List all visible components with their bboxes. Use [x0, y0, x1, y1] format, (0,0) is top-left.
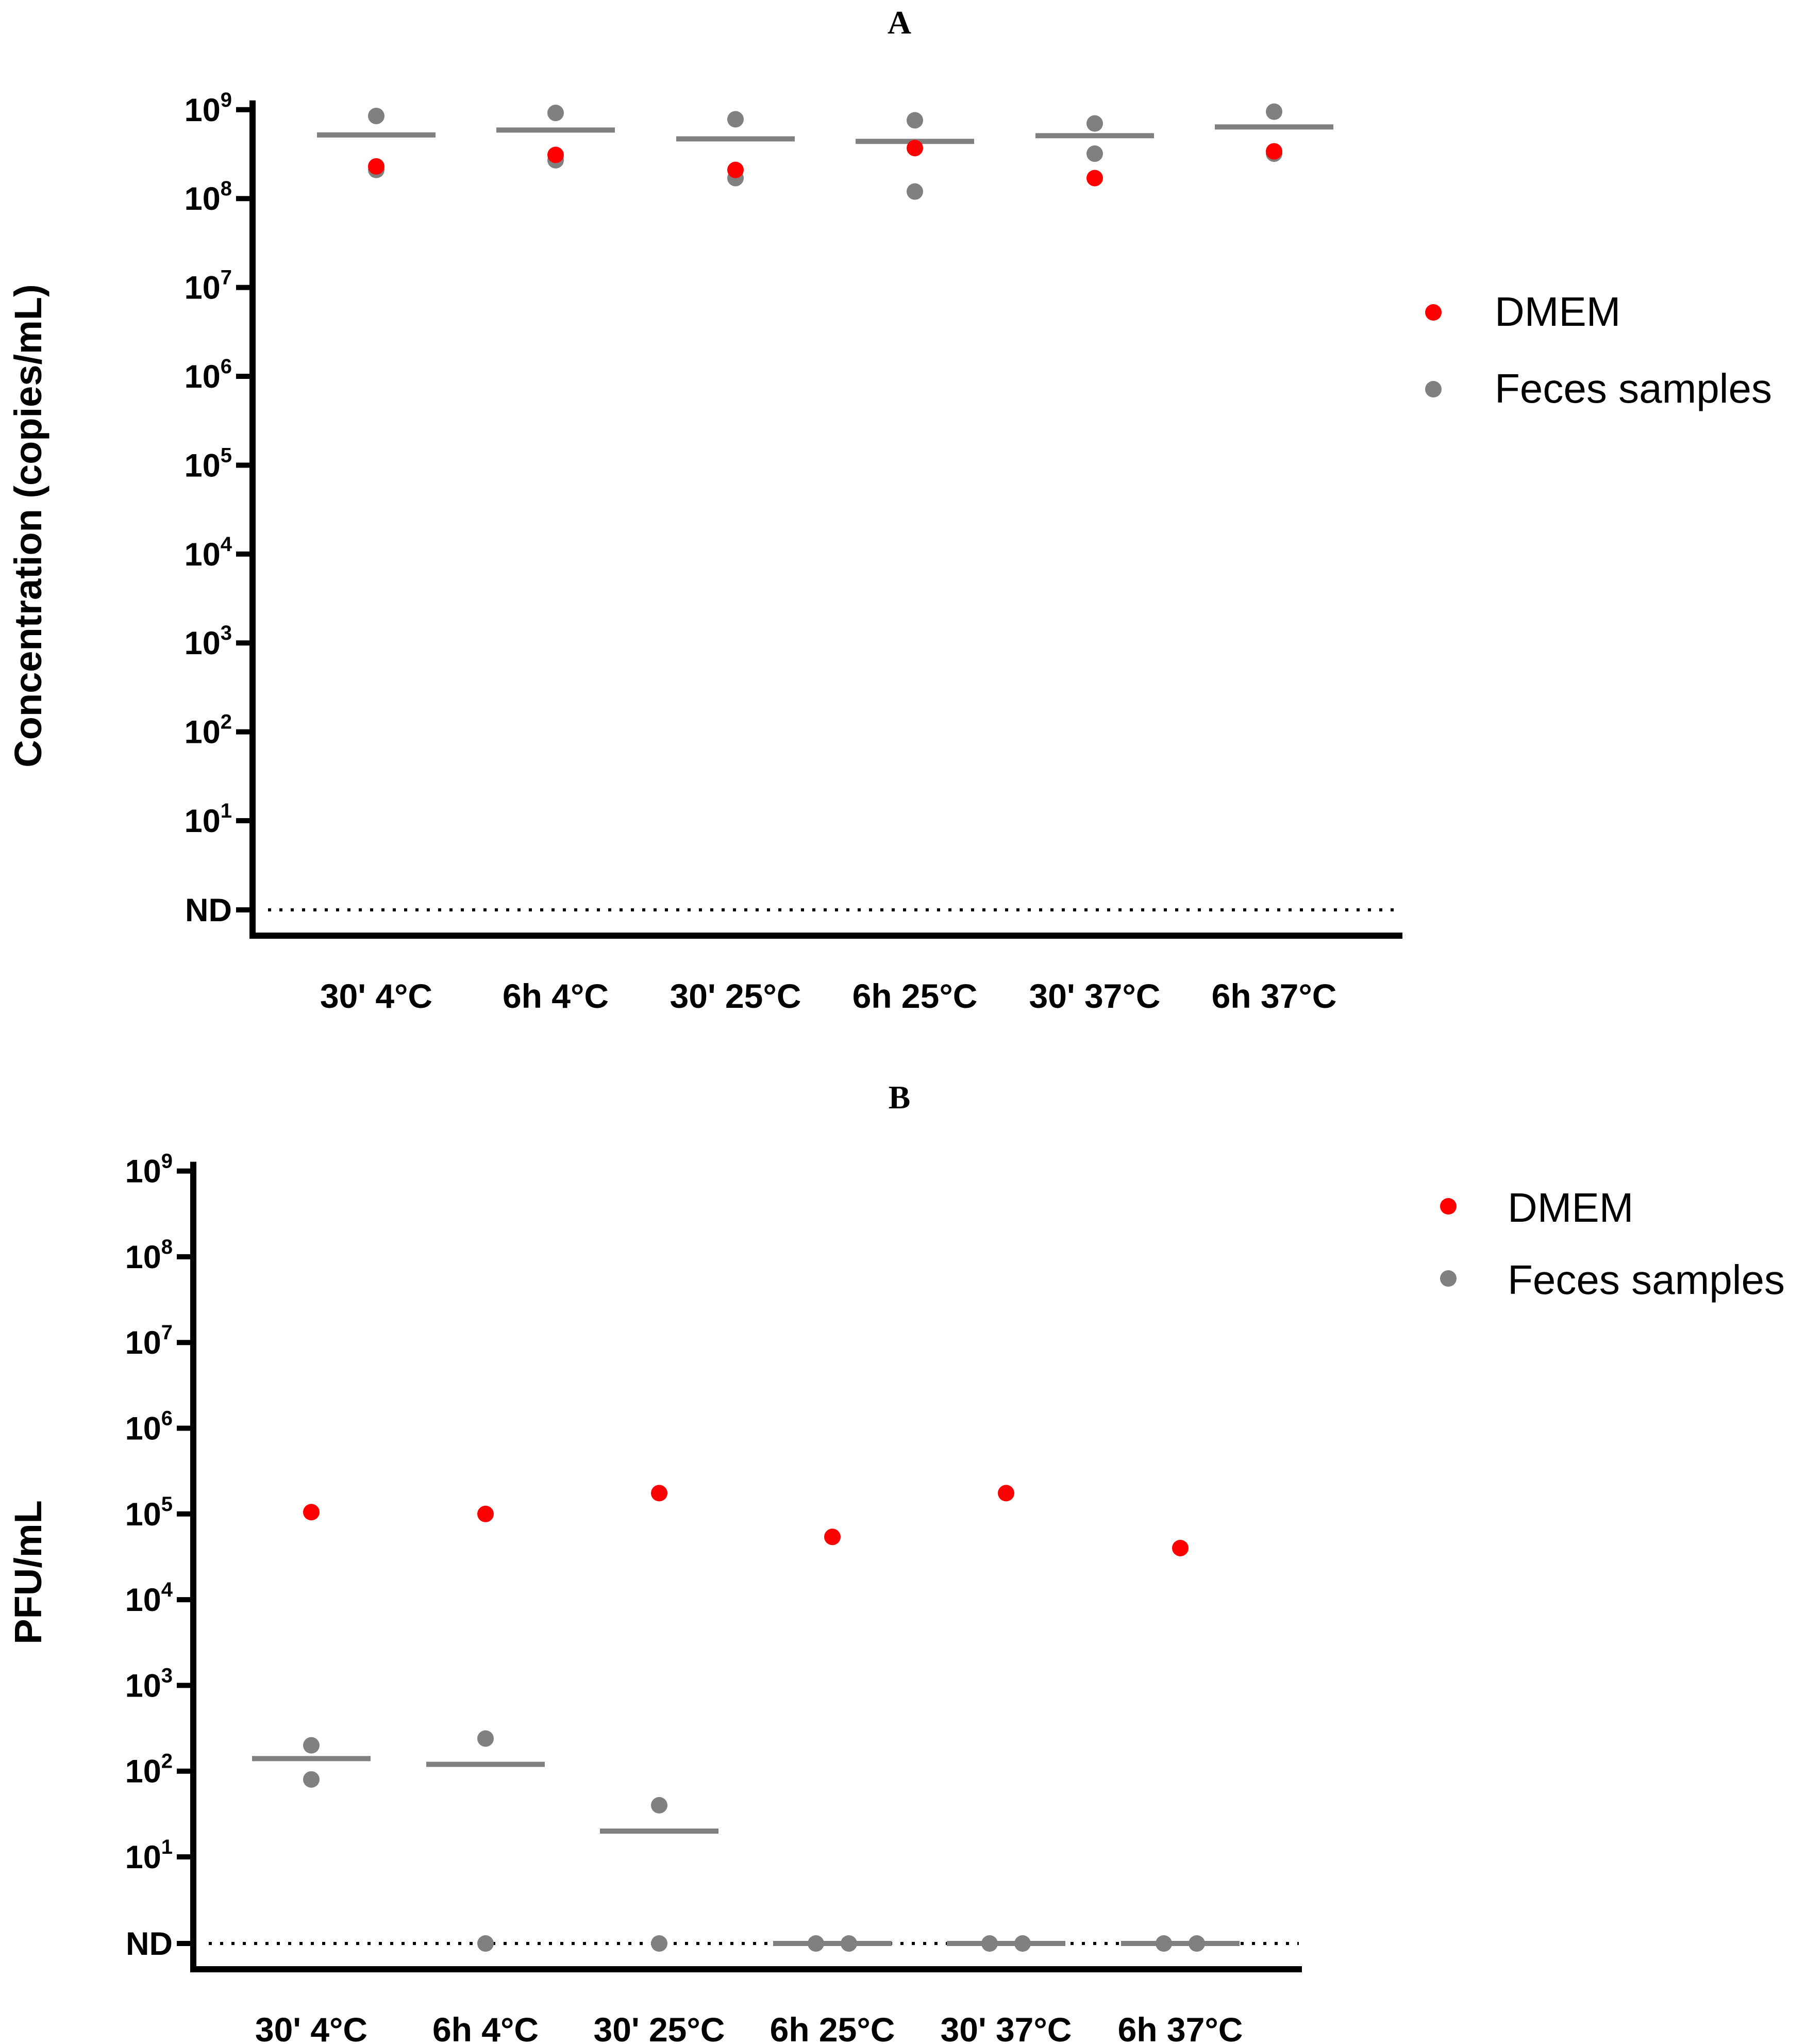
panel-b-y-tick-label: 102	[125, 1750, 173, 1790]
legend-marker-dmem	[1440, 1198, 1457, 1215]
panel-b-y-tick-label: 108	[125, 1236, 173, 1275]
panel-b-feces-point	[841, 1935, 857, 1952]
panel-a-feces-point	[368, 107, 384, 124]
panel-a-dmem-point	[368, 158, 384, 175]
panel-a-axes	[249, 100, 1402, 939]
legend-label-dmem: DMEM	[1508, 1185, 1633, 1231]
panel-a-y-tick-label: ND	[185, 892, 232, 928]
panel-b-y-tick-label: 107	[125, 1321, 173, 1361]
panel-b-y-tick-label: 106	[125, 1407, 173, 1447]
legend-marker-feces	[1440, 1270, 1457, 1287]
panel-a-x-tick-label: 6h 25°C	[852, 977, 978, 1015]
panel-b-dmem-point	[824, 1528, 841, 1546]
panel-b-y-tick-label: 105	[125, 1493, 173, 1533]
panel-a-y-tick-label: 101	[185, 800, 232, 839]
panel-b-feces-point	[651, 1797, 667, 1814]
panel-b-x-tick-label: 6h 37°C	[1118, 2010, 1243, 2044]
panel-a-feces-point	[1266, 103, 1282, 120]
panel-a: A Concentration (copies/mL) ND 101 102 103 1…	[7, 4, 1772, 1015]
panel-a-y-tick-label: 102	[185, 711, 232, 751]
panel-b-y-tick-label: 103	[125, 1664, 173, 1704]
panel-b-y-tick-label: 104	[125, 1578, 173, 1618]
panel-a-y-tick-label: 109	[185, 89, 232, 128]
panel-a-feces-point	[907, 183, 923, 200]
panel-b-y-ticks: ND 101 102 103 104 105 106 107 108 109	[125, 1150, 1302, 1972]
panel-a-x-tick-label: 6h 4°C	[503, 977, 609, 1015]
legend-marker-feces	[1425, 381, 1442, 397]
panel-a-x-tick-labels: 30' 4°C 6h 4°C 30' 25°C 6h 25°C 30' 37°C 6h 3…	[320, 977, 1337, 1015]
panel-b-feces-point	[303, 1771, 320, 1788]
panel-a-dmem-point	[1086, 170, 1103, 187]
panel-a-feces-point	[727, 111, 744, 128]
panel-b-y-axis-title: PFU/mL	[7, 1500, 49, 1644]
panel-b-x-tick-label: 6h 4°C	[432, 2010, 539, 2044]
panel-b-feces-point	[808, 1935, 824, 1952]
panel-a-feces-point	[1086, 115, 1103, 132]
panel-b-feces-point	[477, 1935, 494, 1952]
panel-b-feces-point	[477, 1730, 494, 1747]
legend-label-dmem: DMEM	[1495, 289, 1620, 335]
panel-b-x-tick-label: 30' 37°C	[941, 2010, 1072, 2044]
panel-a-legend: DMEM Feces samples	[1425, 289, 1772, 411]
panel-b-feces-point	[1189, 1935, 1205, 1952]
legend-marker-dmem	[1425, 304, 1442, 321]
panel-a-dmem-point	[907, 140, 923, 157]
panel-a-dmem-point	[1266, 143, 1282, 160]
panel-b-axes	[190, 1161, 1302, 1972]
panel-a-x-tick-label: 6h 37°C	[1212, 977, 1337, 1015]
panel-b-y-tick-label: 101	[125, 1836, 173, 1875]
panel-a-feces-point	[1086, 145, 1103, 162]
panel-a-x-tick-label: 30' 37°C	[1029, 977, 1161, 1015]
panel-b-legend: DMEM Feces samples	[1440, 1185, 1785, 1303]
panel-b-dmem-point	[477, 1505, 494, 1522]
panel-b-x-tick-label: 6h 25°C	[770, 2010, 895, 2044]
panel-b-x-tick-label: 30' 4°C	[255, 2010, 367, 2044]
panel-a-y-tick-label: 108	[185, 177, 232, 217]
panel-b-dmem-point	[1172, 1539, 1189, 1556]
panel-b-feces-point	[1014, 1935, 1031, 1952]
panel-a-y-tick-label: 105	[185, 444, 232, 484]
legend-label-feces: Feces samples	[1495, 365, 1772, 411]
panel-b-x-tick-label: 30' 25°C	[594, 2010, 725, 2044]
panel-b-feces-point	[981, 1935, 998, 1952]
panel-a-y-tick-label: 107	[185, 267, 232, 306]
panel-a-data-marks	[317, 103, 1333, 200]
panel-b-feces-point	[651, 1935, 667, 1952]
panel-b: B PFU/mL ND 101 102 103 104 105 106 107 108 109 3…	[7, 1079, 1785, 2044]
panel-a-x-tick-label: 30' 25°C	[670, 977, 801, 1015]
panel-b-feces-point	[1156, 1935, 1172, 1952]
panel-a-feces-point	[907, 112, 923, 129]
panel-a-y-ticks: ND 101 102 103 104 105 106 107 108 109	[185, 89, 1402, 939]
panel-a-title: A	[888, 4, 911, 41]
panel-b-y-tick-label: 109	[125, 1150, 173, 1190]
panel-b-dmem-point	[651, 1485, 667, 1502]
panel-b-y-tick-label: ND	[126, 1926, 173, 1962]
panel-a-dmem-point	[727, 161, 744, 178]
panel-b-feces-point	[303, 1737, 320, 1754]
panel-b-title: B	[889, 1079, 911, 1116]
panel-a-y-tick-label: 104	[185, 533, 232, 573]
panel-b-dmem-point	[303, 1504, 320, 1521]
panel-b-x-tick-labels: 30' 4°C 6h 4°C 30' 25°C 6h 25°C 30' 37°C 6h 3…	[255, 2010, 1243, 2044]
panel-a-y-tick-label: 106	[185, 355, 232, 395]
panel-a-y-tick-label: 103	[185, 622, 232, 661]
panel-a-dmem-point	[547, 146, 564, 163]
legend-label-feces: Feces samples	[1508, 1257, 1785, 1303]
panel-a-feces-point	[547, 105, 564, 122]
panel-a-y-axis-title: Concentration (copies/mL)	[7, 284, 49, 767]
panel-b-dmem-point	[998, 1485, 1014, 1502]
panel-b-data-marks	[252, 1485, 1240, 1952]
panel-a-x-tick-label: 30' 4°C	[320, 977, 432, 1015]
